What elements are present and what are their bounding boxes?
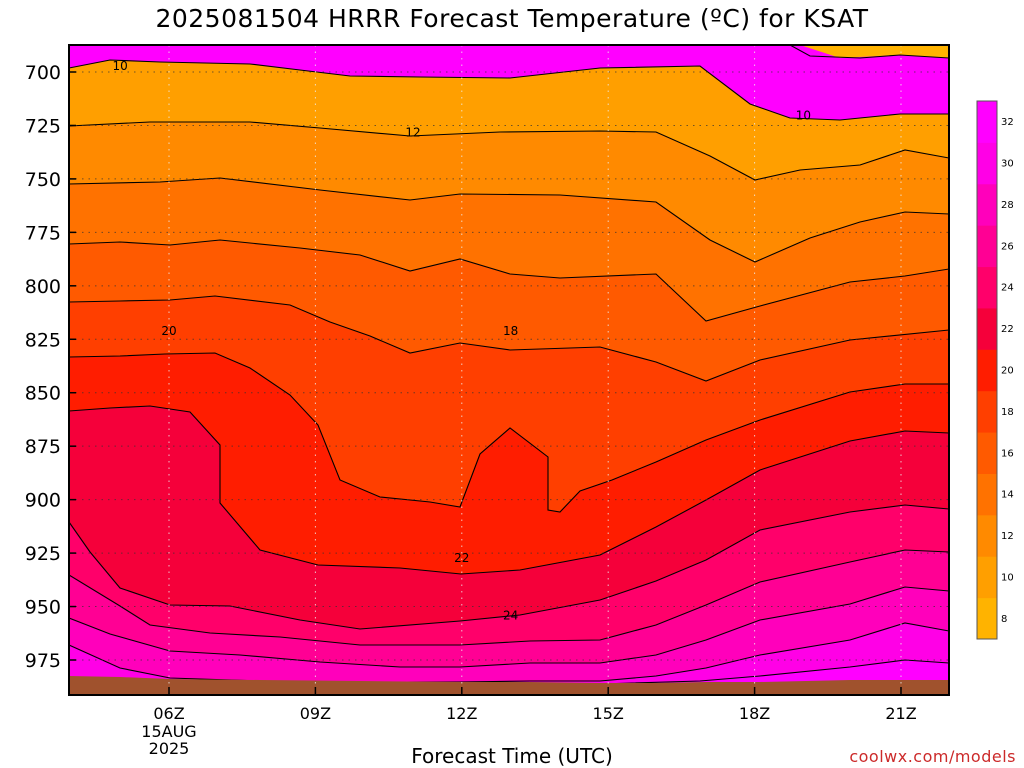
- colorbar-label: 12: [1001, 531, 1014, 542]
- colorbar-segment: [977, 225, 997, 268]
- y-tick-label: 900: [25, 490, 61, 512]
- contour-line: [69, 59, 949, 121]
- contour-label: 10: [796, 108, 811, 122]
- contour-label: 12: [405, 125, 420, 139]
- y-tick-label: 950: [25, 597, 61, 619]
- y-tick-label: 750: [25, 169, 61, 191]
- contour-line: [69, 121, 949, 181]
- colorbar-label: 16: [1001, 448, 1014, 459]
- x-tick-label: 12Z: [446, 704, 477, 723]
- grid-lines: [69, 45, 949, 695]
- colorbar-label: 26: [1001, 241, 1014, 252]
- contour-line: [69, 622, 949, 683]
- temperature-fill-bands: [69, 45, 949, 695]
- y-tick-label: 825: [25, 329, 61, 351]
- colorbar-label: 18: [1001, 407, 1014, 418]
- contour-line: [69, 295, 949, 382]
- contour-label: 24: [503, 609, 518, 623]
- chart-title: 2025081504 HRRR Forecast Temperature (ºC…: [155, 4, 869, 33]
- contour-line: [69, 352, 949, 513]
- x-date-label: 2025: [149, 739, 190, 758]
- contour-line: [69, 177, 949, 263]
- colorbar-frame: [976, 100, 998, 640]
- y-tick-label: 700: [25, 62, 61, 84]
- terrain-strip: [69, 676, 949, 695]
- colorbar-segment: [977, 307, 997, 350]
- contour-line: [789, 45, 949, 59]
- x-tick-label: 18Z: [739, 704, 770, 723]
- contour-label: 22: [454, 551, 469, 565]
- y-tick-label: 975: [25, 650, 61, 672]
- colorbar-segment: [977, 556, 997, 599]
- x-axis-label: Forecast Time (UTC): [411, 744, 613, 768]
- colorbar-label: 28: [1001, 200, 1014, 211]
- y-tick-label: 775: [25, 222, 61, 244]
- colorbar-segment: [977, 514, 997, 557]
- contour-label: 20: [161, 324, 176, 338]
- colorbar-segment: [977, 183, 997, 226]
- colorbar-segment: [977, 597, 997, 640]
- colorbar-label: 32: [1001, 117, 1014, 128]
- contour-line: [69, 586, 949, 668]
- plot-frame: [68, 44, 950, 696]
- colorbar: 8 10 12 14 16 18 20 22 24 26 28 30 32: [976, 100, 1014, 640]
- x-tick-label: 06Z: [153, 704, 184, 723]
- colorbar-label: 30: [1001, 159, 1014, 170]
- y-axis: 700 725 750 775 800 825 850 875 900 925 950 975: [25, 62, 76, 672]
- contour-line: [69, 549, 949, 646]
- y-tick-label: 875: [25, 436, 61, 458]
- colorbar-label: 8: [1001, 614, 1007, 625]
- colorbar-segment: [977, 473, 997, 516]
- contour-label: 18: [503, 324, 518, 338]
- colorbar-label: 20: [1001, 366, 1014, 377]
- y-tick-label: 925: [25, 543, 61, 565]
- colorbar-label: 22: [1001, 324, 1014, 335]
- x-tick-label: 15Z: [593, 704, 624, 723]
- x-tick-label: 21Z: [885, 704, 916, 723]
- colorbar-segment: [977, 390, 997, 433]
- contour-line: [69, 504, 949, 630]
- colorbar-segment: [977, 432, 997, 474]
- temperature-contours: [69, 45, 949, 685]
- colorbar-segment: [977, 142, 997, 185]
- site-credit: coolwx.com/models: [849, 747, 1016, 766]
- terrain-fill: [69, 676, 949, 695]
- colorbar-label: 24: [1001, 283, 1014, 294]
- colorbar-segment: [977, 101, 997, 143]
- contour-line: [69, 239, 949, 322]
- colorbar-segment: [977, 266, 997, 309]
- fill-band: [69, 623, 949, 695]
- fill-band-top: [69, 45, 949, 58]
- colorbar-label: 10: [1001, 572, 1014, 583]
- colorbar-segment: [977, 349, 997, 392]
- x-tick-label: 09Z: [300, 704, 331, 723]
- x-date-label: 15AUG: [141, 722, 196, 741]
- contour-label: 10: [113, 59, 128, 73]
- colorbar-label: 14: [1001, 490, 1014, 501]
- y-tick-label: 725: [25, 115, 61, 137]
- contour-labels: 10 10 12 18 20 22 24: [113, 59, 811, 623]
- y-tick-label: 800: [25, 276, 61, 298]
- contour-line: [69, 405, 949, 575]
- y-tick-label: 850: [25, 383, 61, 405]
